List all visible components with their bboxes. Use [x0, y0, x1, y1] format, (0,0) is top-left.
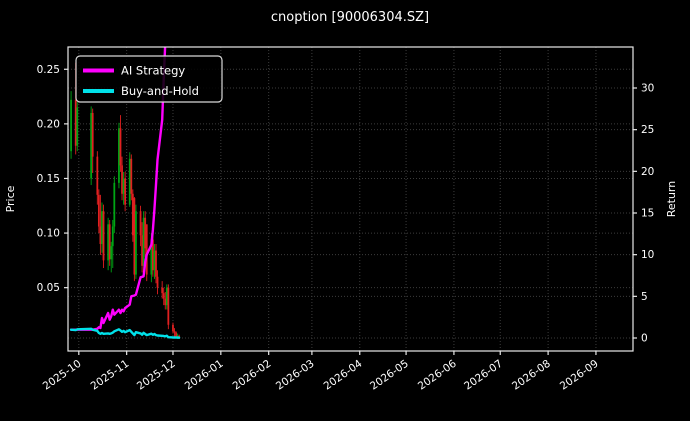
line-series — [69, 47, 181, 339]
candle-up — [176, 335, 179, 337]
candle-down — [74, 99, 77, 146]
legend: AI Strategy Buy-and-Hold — [75, 55, 223, 103]
candle-down — [119, 128, 122, 166]
candle-down — [99, 226, 102, 244]
candle-up — [150, 239, 153, 275]
candle-down — [139, 211, 142, 236]
candle-down — [167, 287, 170, 325]
price-tick-label: 0.25 — [37, 64, 60, 76]
candle-up — [142, 217, 145, 266]
candle-up — [113, 182, 116, 227]
chart-title: cnoption [90006304.SZ] — [271, 10, 429, 25]
return-tick-label: 20 — [641, 166, 654, 178]
candle-down — [172, 324, 174, 332]
return-axis-label: Return — [665, 181, 678, 218]
return-tick-label: 25 — [641, 124, 654, 136]
candle-up — [70, 99, 72, 152]
candle-down — [164, 298, 167, 306]
candle-up — [135, 211, 137, 275]
candle-down — [145, 224, 148, 275]
candle-down — [152, 239, 154, 271]
candle-down — [155, 250, 157, 277]
return-tick-label: 10 — [641, 249, 654, 261]
candle-down — [131, 193, 134, 236]
candle-up — [90, 112, 93, 179]
price-axis-label: Price — [4, 185, 17, 212]
candle-up — [122, 178, 125, 194]
candle-down — [108, 224, 111, 260]
candle-down — [124, 178, 127, 205]
return-tick-label: 30 — [641, 83, 654, 95]
candle-up — [128, 158, 131, 205]
candle-down — [141, 235, 143, 266]
candle-up — [111, 226, 114, 247]
price-tick-label: 0.05 — [37, 282, 60, 294]
candle-down — [130, 158, 133, 194]
ai-strategy-line — [69, 47, 167, 331]
candle-down — [96, 156, 99, 195]
candle-down — [156, 276, 159, 288]
candle-down — [121, 165, 123, 194]
legend-label: Buy-and-Hold — [121, 84, 199, 98]
price-tick-label: 0.20 — [37, 118, 60, 130]
candle-up — [76, 107, 79, 146]
candle-down — [161, 287, 164, 294]
candlestick-series — [70, 62, 181, 339]
return-tick-label: 0 — [641, 333, 648, 345]
candle-down — [144, 217, 147, 249]
candle-up — [165, 287, 168, 306]
candle-up — [110, 246, 113, 260]
plot-border — [67, 46, 634, 352]
candle-up — [153, 250, 156, 271]
candle-up — [118, 128, 120, 183]
grid-lines — [68, 47, 633, 351]
return-tick-label: 5 — [641, 291, 648, 303]
buy-and-hold-line — [69, 327, 181, 339]
price-tick-label: 0.10 — [37, 228, 60, 240]
legend-label: AI Strategy — [121, 64, 185, 78]
price-tick-label: 0.15 — [37, 173, 60, 185]
candle-down — [175, 332, 177, 337]
candle-down — [91, 112, 94, 157]
candle-up — [101, 211, 103, 244]
candle-down — [102, 211, 105, 261]
candle-down — [173, 331, 176, 333]
candle-down — [97, 194, 100, 227]
candle-down — [133, 198, 136, 275]
return-tick-label: 15 — [641, 208, 654, 220]
candle-up — [107, 224, 110, 261]
candle-down — [162, 293, 165, 299]
